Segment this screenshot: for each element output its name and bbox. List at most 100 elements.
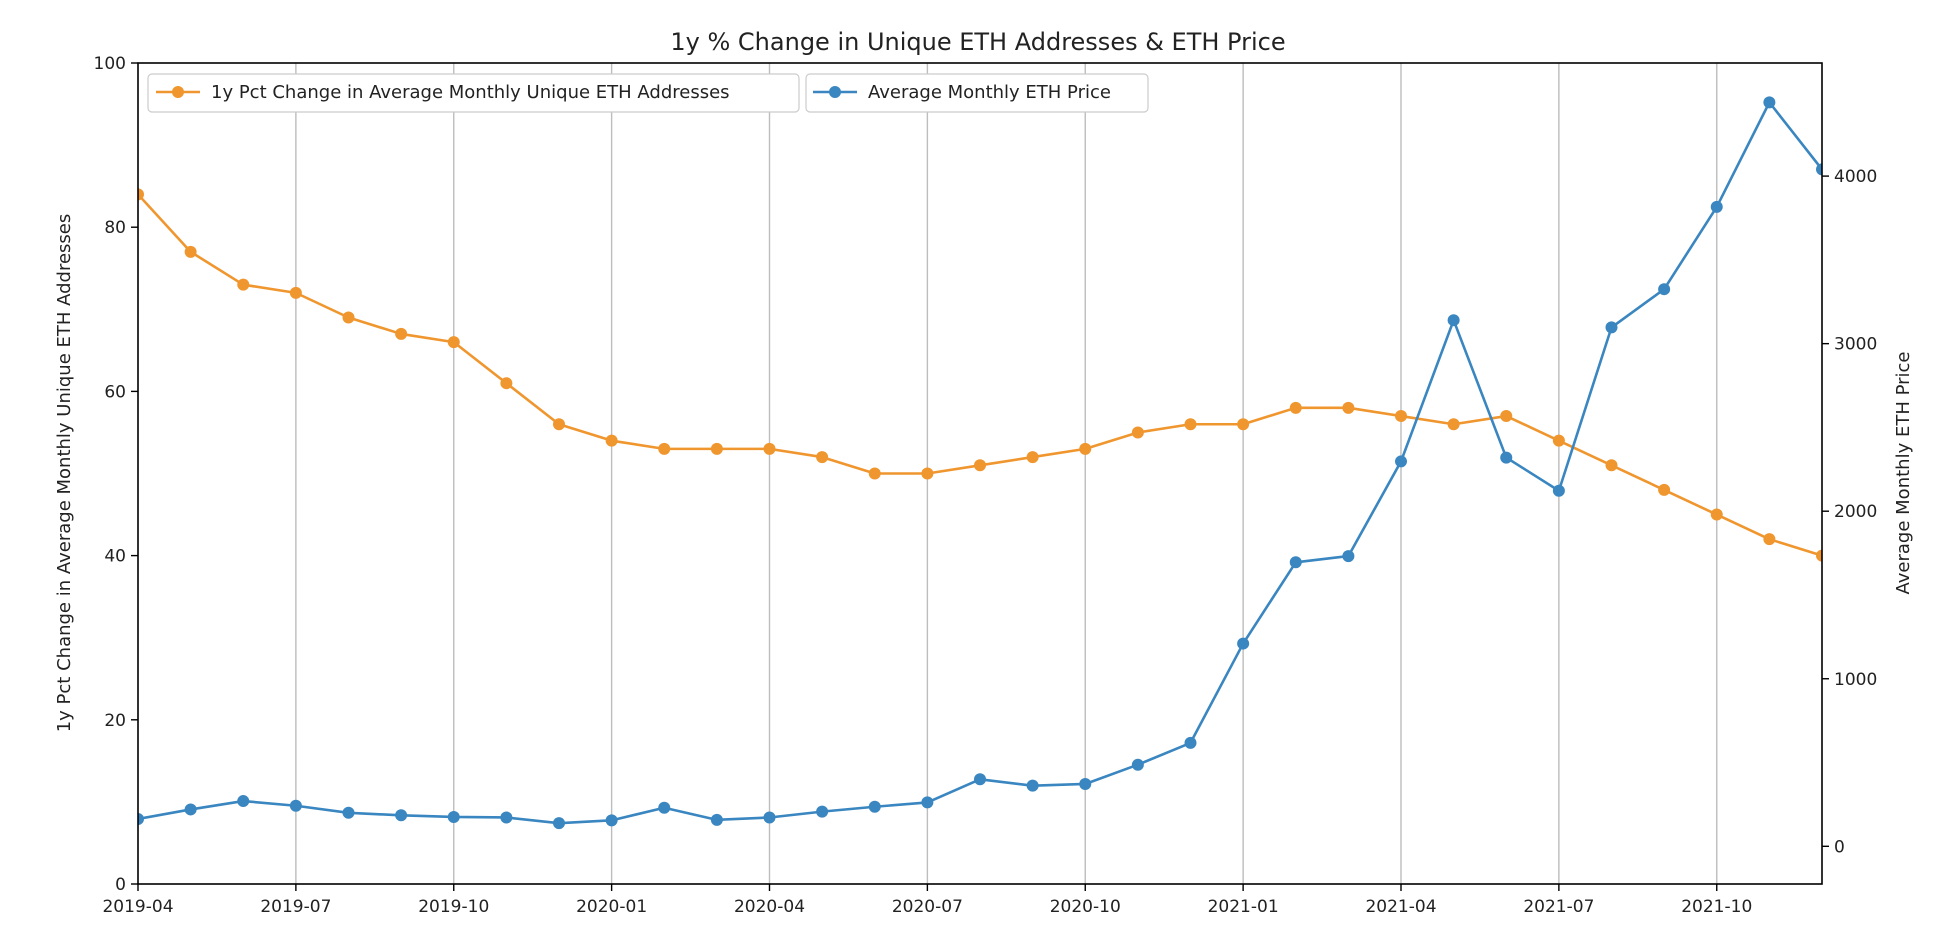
plot-frame <box>137 62 1823 885</box>
x-tick-label: 2019-04 <box>102 897 173 917</box>
data-point <box>1763 533 1776 546</box>
x-tick-label: 2021-01 <box>1208 897 1279 917</box>
x-tick-label: 2021-07 <box>1523 897 1594 917</box>
y-axis-right-label: Average Monthly ETH Price <box>1893 352 1914 595</box>
data-point <box>289 286 302 299</box>
data-point <box>1026 779 1039 792</box>
data-point <box>868 467 881 480</box>
data-point <box>184 245 197 258</box>
data-point <box>921 467 934 480</box>
y-right-tick-label: 0 <box>1834 837 1845 857</box>
x-tick-label: 2020-07 <box>892 897 963 917</box>
data-point <box>816 805 829 818</box>
data-point <box>289 799 302 812</box>
data-point <box>395 327 408 340</box>
data-point <box>868 800 881 813</box>
data-point <box>710 813 723 826</box>
data-point <box>1289 401 1302 414</box>
series-1 <box>138 188 1822 562</box>
data-point <box>138 812 144 825</box>
data-point <box>447 810 460 823</box>
data-point <box>1447 418 1460 431</box>
y-left-tick-label: 40 <box>104 547 126 567</box>
data-point <box>1658 283 1671 296</box>
data-point <box>1605 459 1618 472</box>
data-point <box>1342 401 1355 414</box>
data-point <box>1131 758 1144 771</box>
data-point <box>1710 200 1723 213</box>
data-point <box>1447 314 1460 327</box>
data-point <box>1184 736 1197 749</box>
data-point <box>1816 163 1822 176</box>
data-point <box>184 803 197 816</box>
x-tick-label: 2020-04 <box>734 897 805 917</box>
data-point <box>1763 96 1776 109</box>
data-point <box>1552 484 1565 497</box>
legend-box-1 <box>147 73 800 113</box>
series-layer <box>138 96 1822 830</box>
data-point <box>658 442 671 455</box>
data-point <box>395 809 408 822</box>
data-point <box>605 814 618 827</box>
data-point <box>237 795 250 808</box>
data-point <box>1395 410 1407 423</box>
data-point <box>1500 410 1513 423</box>
y-left-tick-label: 0 <box>115 875 126 895</box>
legend-label-2: Average Monthly ETH Price <box>868 82 1111 103</box>
y-left-tick-label: 80 <box>104 218 126 238</box>
x-tick-label: 2020-10 <box>1050 897 1121 917</box>
data-point <box>1605 321 1618 334</box>
data-point <box>342 806 355 819</box>
x-tick-label: 2021-04 <box>1365 897 1436 917</box>
axis-ticks: 2019-04 2019-07 2019-10 2020-01 2020-04 2020-… <box>94 54 1878 917</box>
data-point <box>1026 451 1039 464</box>
gridlines <box>295 63 1718 884</box>
y-left-tick-label: 20 <box>104 711 126 731</box>
legend: 1y Pct Change in Average Monthly Unique … <box>147 73 1149 113</box>
data-point <box>1237 418 1250 431</box>
data-point <box>1184 418 1197 431</box>
y-right-tick-label: 2000 <box>1834 502 1877 522</box>
data-point <box>138 188 144 201</box>
data-point <box>1500 451 1513 464</box>
data-point <box>1710 508 1723 521</box>
data-point <box>1289 556 1302 569</box>
y-left-tick-label: 60 <box>104 382 126 402</box>
data-point <box>1079 777 1092 790</box>
data-point <box>500 377 513 390</box>
series-2 <box>138 96 1822 830</box>
y-left-tick-label: 100 <box>94 54 126 74</box>
x-tick-label: 2021-10 <box>1681 897 1752 917</box>
legend-box-2 <box>805 73 1149 113</box>
x-tick-label: 2020-01 <box>576 897 647 917</box>
y-right-tick-label: 4000 <box>1834 167 1877 187</box>
y-axis-left-label: 1y Pct Change in Average Monthly Unique … <box>54 214 75 733</box>
x-tick-label: 2019-07 <box>260 897 331 917</box>
data-point <box>553 418 565 431</box>
chart-title: 1y % Change in Unique ETH Addresses & ET… <box>670 28 1285 56</box>
legend-marker-2 <box>829 86 841 98</box>
legend-marker-1 <box>172 86 184 98</box>
data-point <box>500 811 513 824</box>
data-point <box>447 336 460 349</box>
data-point <box>974 773 986 786</box>
data-point <box>342 311 355 324</box>
data-point <box>763 811 776 824</box>
data-point <box>1131 426 1144 439</box>
data-point <box>1658 483 1671 496</box>
data-point <box>553 817 565 830</box>
data-point <box>1079 442 1092 455</box>
data-point <box>658 801 671 814</box>
data-point <box>763 442 776 455</box>
y-right-tick-label: 3000 <box>1834 335 1877 355</box>
data-point <box>1237 637 1250 650</box>
data-point <box>1816 549 1822 562</box>
data-point <box>237 278 250 291</box>
x-tick-label: 2019-10 <box>418 897 489 917</box>
data-point <box>1395 455 1407 468</box>
data-point <box>921 796 934 809</box>
data-point <box>710 442 723 455</box>
data-point <box>1342 550 1355 563</box>
y-right-tick-label: 1000 <box>1834 670 1877 690</box>
